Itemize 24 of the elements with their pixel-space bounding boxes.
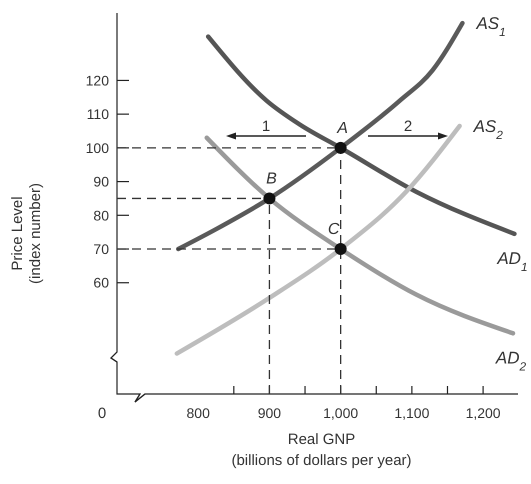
- annotation: 2: [404, 118, 412, 135]
- series-label: AS$_{2}$: [472, 116, 504, 142]
- annotation: C: [328, 221, 340, 238]
- series-label: AD$_{1}$: [496, 248, 528, 274]
- y-tick-label: 100: [86, 140, 110, 156]
- annotation: 1: [262, 118, 270, 135]
- series-label: AS$_{1}$: [475, 14, 506, 40]
- y-tick-label: 120: [86, 72, 110, 88]
- y-tick-label: 110: [86, 106, 110, 122]
- y-tick-label: 80: [93, 207, 110, 224]
- y-axis-title: Price Level (index number): [9, 183, 44, 284]
- x-tick-label: 900: [258, 405, 282, 421]
- text: 0: [98, 405, 106, 422]
- x-tick-label: 1,100: [394, 405, 430, 421]
- annotation: B: [266, 170, 278, 188]
- x-axis-title: Real GNP (billions of dollars per year): [231, 431, 412, 469]
- series-label: AD$_{2}$: [494, 348, 527, 374]
- x-tick-label: 1,000: [323, 405, 358, 421]
- x-tick-label: 800: [186, 405, 210, 421]
- y-tick-label: 70: [93, 241, 110, 258]
- y-tick-label: 90: [93, 174, 110, 190]
- y-tick-label: 60: [93, 274, 110, 291]
- annotation: A: [336, 120, 348, 137]
- x-tick-label: 1,200: [466, 405, 501, 421]
